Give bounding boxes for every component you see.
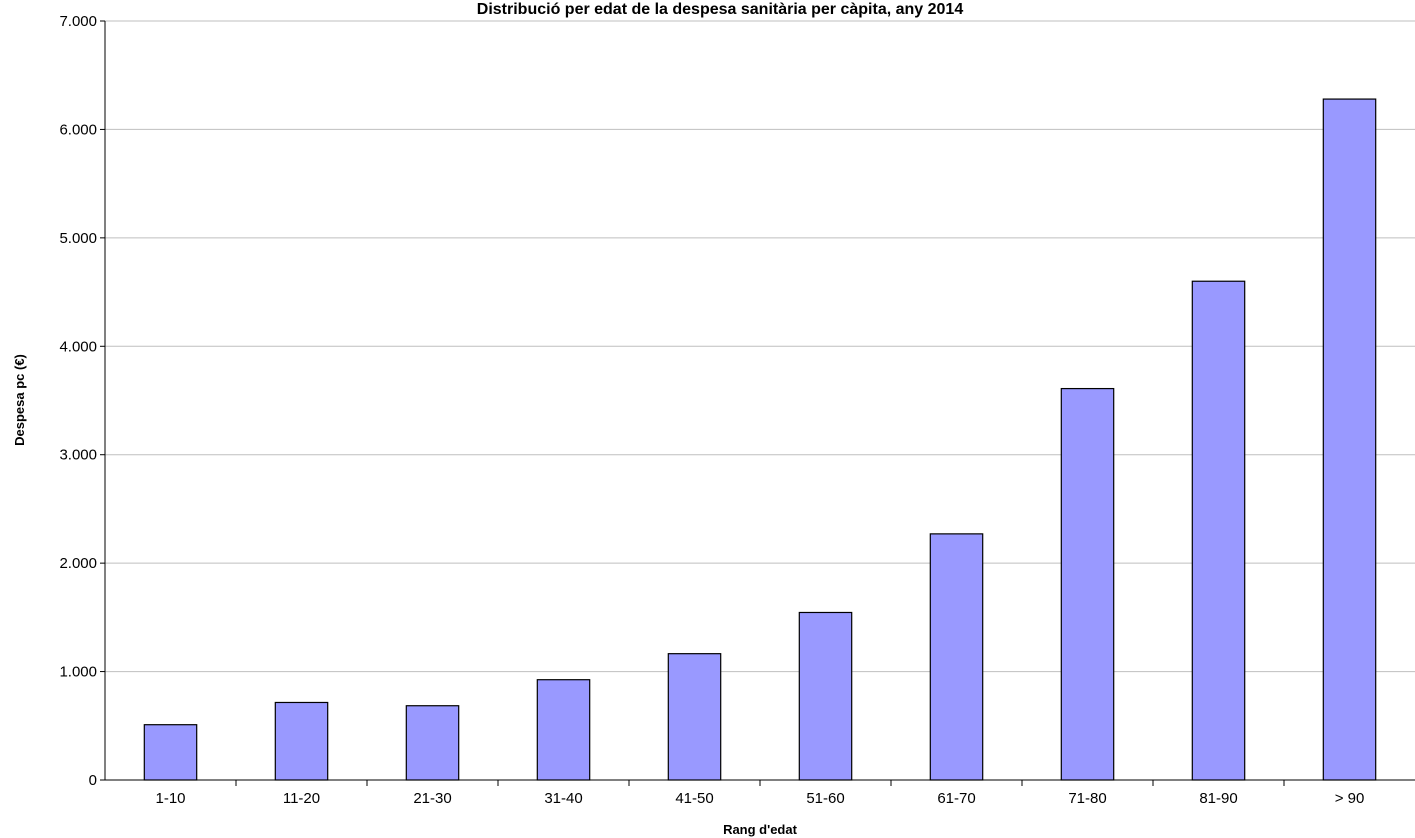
bar bbox=[274, 701, 329, 781]
bar bbox=[405, 705, 460, 781]
x-tick-label: 81-90 bbox=[1199, 790, 1237, 807]
y-tick-label: 4.000 bbox=[59, 338, 97, 355]
y-tick-label: 2.000 bbox=[59, 555, 97, 572]
x-tick-label: 1-10 bbox=[155, 790, 185, 807]
y-tick-label: 7.000 bbox=[59, 13, 97, 30]
y-axis-ticks: 0 1.000 2.000 3.000 4.000 5.000 6.000 7.000 bbox=[59, 13, 105, 789]
x-axis-ticks: 1-10 11-20 21-30 31-40 41-50 51-60 61-70 71-80 8… bbox=[155, 780, 1364, 807]
x-tick-label: 61-70 bbox=[937, 790, 975, 807]
x-tick-label: 31-40 bbox=[544, 790, 582, 807]
y-axis-title: Despesa pc (€) bbox=[12, 354, 27, 446]
y-tick-label: 3.000 bbox=[59, 447, 97, 464]
bar bbox=[1191, 280, 1246, 781]
bars bbox=[143, 98, 1377, 781]
x-tick-label: 41-50 bbox=[675, 790, 713, 807]
bar bbox=[536, 679, 591, 781]
bar bbox=[667, 653, 722, 781]
bar bbox=[1060, 387, 1115, 781]
gridlines bbox=[105, 20, 1415, 673]
y-tick-label: 5.000 bbox=[59, 230, 97, 247]
x-tick-label: 51-60 bbox=[806, 790, 844, 807]
y-tick-label: 0 bbox=[89, 772, 97, 789]
x-tick-label: 71-80 bbox=[1068, 790, 1106, 807]
y-tick-label: 6.000 bbox=[59, 121, 97, 138]
x-tick-label: 11-20 bbox=[283, 790, 320, 807]
bar bbox=[143, 724, 198, 781]
bar bbox=[798, 611, 853, 781]
x-tick-label: 21-30 bbox=[413, 790, 451, 807]
x-tick-label: > 90 bbox=[1335, 790, 1365, 807]
x-axis-title: Rang d'edat bbox=[723, 822, 798, 837]
bar bbox=[929, 533, 984, 781]
chart-title: Distribució per edat de la despesa sanit… bbox=[477, 1, 964, 18]
y-tick-label: 1.000 bbox=[59, 664, 97, 681]
bar bbox=[1322, 98, 1377, 781]
